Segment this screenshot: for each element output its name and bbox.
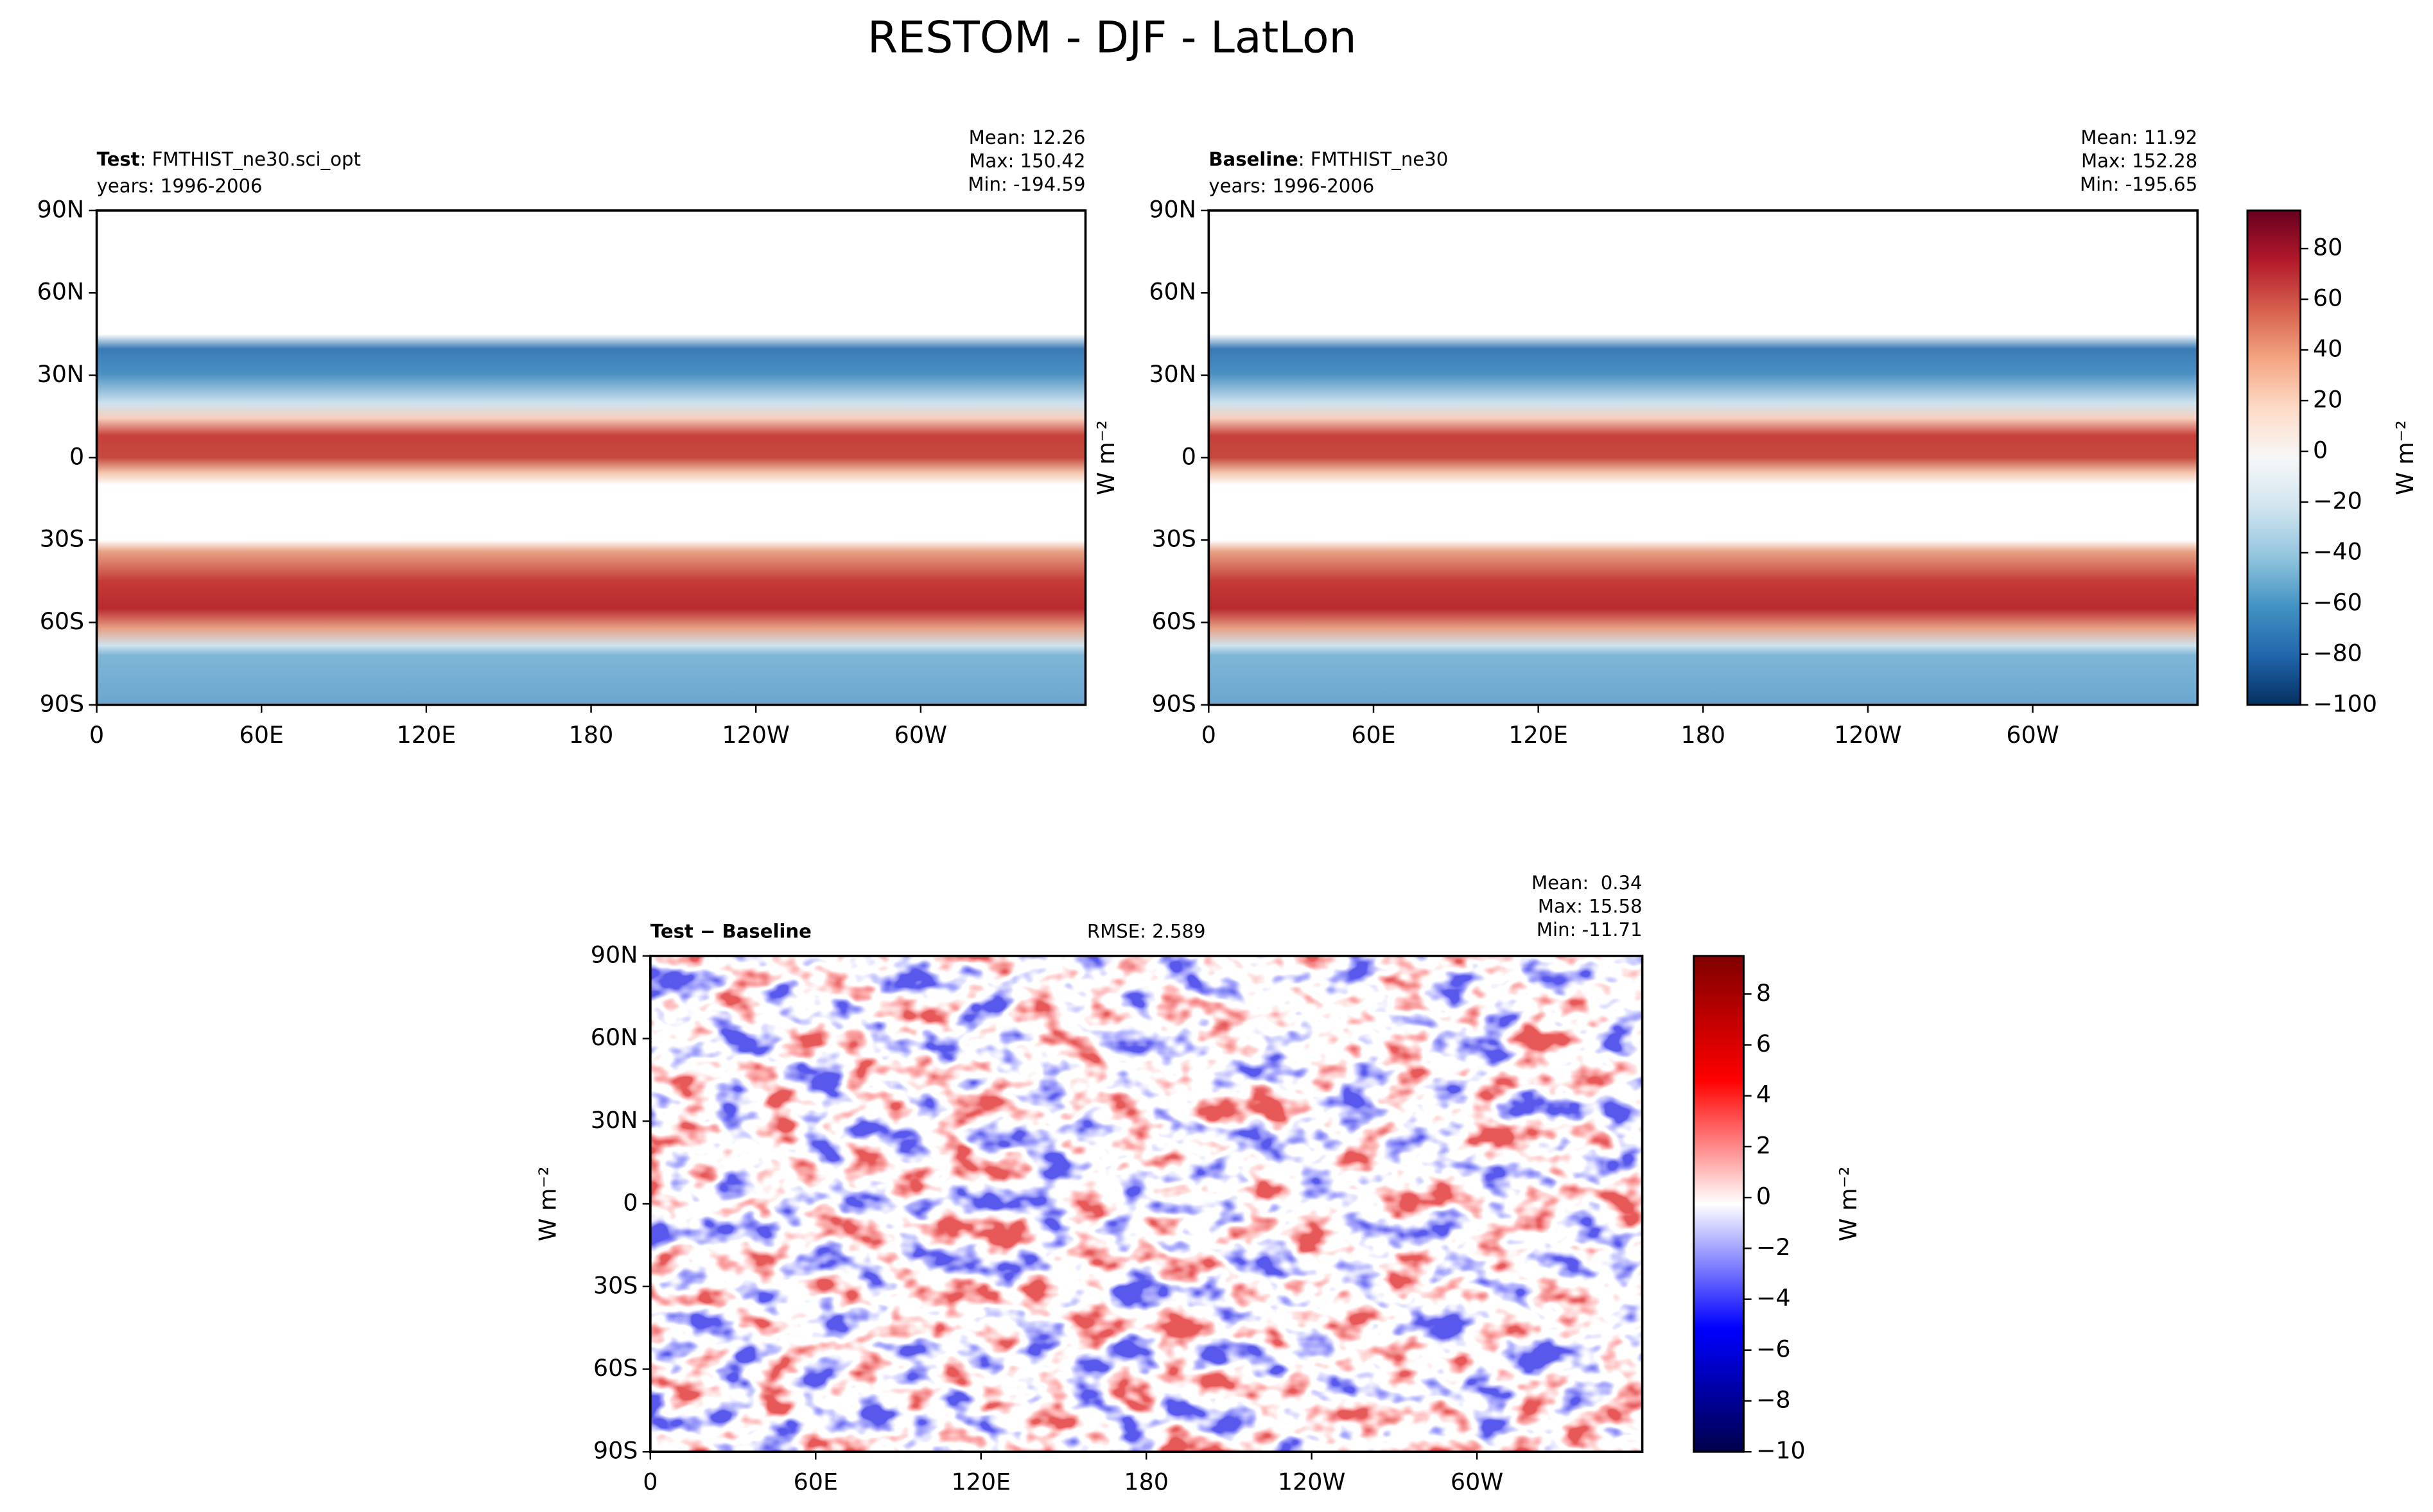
x-tick-label: 180 [1681,721,1726,749]
colorbar [1693,955,1745,1453]
colorbar-tick-label: 60 [2313,284,2342,312]
colorbar-tick-label: 20 [2313,386,2342,413]
panel-title-bold: Test [97,148,140,170]
y-tick-label: 60N [1149,278,1196,306]
colorbar-tick-label: 0 [1756,1183,1771,1210]
colorbar-tick-label: −80 [2313,639,2362,666]
x-tick-label: 120W [1278,1468,1346,1495]
panel-stat: Max: 150.42 [969,150,1085,172]
panel-subtitle: years: 1996-2006 [97,175,263,196]
panel-title-bold: Baseline [1208,148,1298,170]
map-field [96,210,1086,705]
x-tick-label: 60W [1451,1468,1503,1495]
panel-stat: Mean: 12.26 [969,126,1086,148]
y-tick-label: 60N [37,278,85,306]
y-tick-label: 90N [37,195,85,223]
figure-title: RESTOM - DJF - LatLon [868,13,1357,64]
y-tick-label: 30S [1151,525,1196,553]
colorbar-label: W m⁻² [1835,1167,1862,1242]
x-tick-label: 60W [2006,721,2059,749]
x-tick-label: 60E [240,721,284,749]
colorbar-tick-label: 80 [2313,234,2342,261]
panel-stat: Min: -195.65 [2080,173,2197,195]
colorbar-tick-label: −100 [2313,690,2377,717]
x-tick-label: 0 [1201,721,1216,749]
x-tick-label: 120E [951,1468,1011,1495]
x-tick-label: 120E [1508,721,1568,749]
panel-subtitle: years: 1996-2006 [1208,175,1374,196]
y-axis-label: W m⁻² [1092,420,1120,495]
colorbar-label: W m⁻² [2391,420,2419,495]
x-tick-label: 60E [1351,721,1395,749]
y-tick-label: 60S [1151,607,1196,635]
panel-stat: Mean: 11.92 [2080,126,2197,148]
y-axis-label: W m⁻² [534,1167,561,1242]
panel-title: Test − Baseline [650,920,812,942]
y-tick-label: 60S [40,607,84,635]
panel-title: Baseline: FMTHIST_ne30 [1208,148,1448,170]
panel-stat: Max: 15.58 [1538,896,1643,917]
y-tick-label: 30S [593,1271,638,1299]
colorbar-tick-label: −10 [1756,1437,1806,1464]
map-field [650,955,1643,1452]
x-tick-label: 120W [1834,721,1902,749]
y-tick-label: 90N [591,941,638,968]
y-tick-label: 60N [591,1023,638,1051]
colorbar-tick-label: 2 [1756,1131,1771,1159]
x-tick-label: 180 [569,721,614,749]
colorbar-tick-label: −2 [1756,1233,1791,1261]
panel-title-bold: Test − Baseline [650,920,812,942]
y-tick-label: 0 [69,442,84,470]
x-tick-label: 120W [722,721,790,749]
colorbar-tick-label: 4 [1756,1081,1771,1108]
colorbar-tick-label: −20 [2313,487,2362,514]
y-tick-label: 30N [37,360,85,388]
y-tick-label: 90S [40,690,84,717]
panel-center-text: RMSE: 2.589 [1087,920,1206,942]
y-tick-label: 90S [593,1437,638,1464]
x-tick-label: 120E [397,721,457,749]
y-tick-label: 30N [1149,360,1196,388]
x-tick-label: 60W [894,721,947,749]
panel-title-case: : FMTHIST_ne30.sci_opt [140,148,361,170]
panel-stat: Min: -11.71 [1537,919,1643,941]
colorbar-tick-label: −60 [2313,588,2362,616]
y-tick-label: 0 [1182,442,1196,470]
colorbar-tick-label: −40 [2313,537,2362,565]
y-tick-label: 0 [623,1189,638,1217]
y-tick-label: 90N [1149,195,1196,223]
x-tick-label: 60E [794,1468,838,1495]
colorbar-tick-label: −8 [1756,1386,1791,1414]
colorbar [2246,209,2301,706]
x-tick-label: 0 [89,721,104,749]
x-tick-label: 180 [1124,1468,1169,1495]
panel-stat: Max: 152.28 [2081,150,2197,172]
y-tick-label: 30N [591,1106,638,1134]
panel-title: Test: FMTHIST_ne30.sci_opt [97,148,361,170]
colorbar-tick-label: −6 [1756,1335,1791,1362]
y-tick-label: 30S [40,525,84,553]
panel-title-case: : FMTHIST_ne30 [1298,148,1449,170]
colorbar-tick-label: 0 [2313,436,2328,464]
panel-stat: Min: -194.59 [968,173,1085,195]
panel-stat: Mean: 0.34 [1531,872,1643,894]
colorbar-tick-label: 8 [1756,979,1771,1007]
y-tick-label: 60S [593,1354,638,1382]
colorbar-tick-label: 6 [1756,1030,1771,1057]
x-tick-label: 0 [643,1468,658,1495]
colorbar-tick-label: −4 [1756,1284,1791,1312]
map-field [1208,210,2198,705]
y-tick-label: 90S [1151,690,1196,717]
colorbar-tick-label: 40 [2313,335,2342,363]
